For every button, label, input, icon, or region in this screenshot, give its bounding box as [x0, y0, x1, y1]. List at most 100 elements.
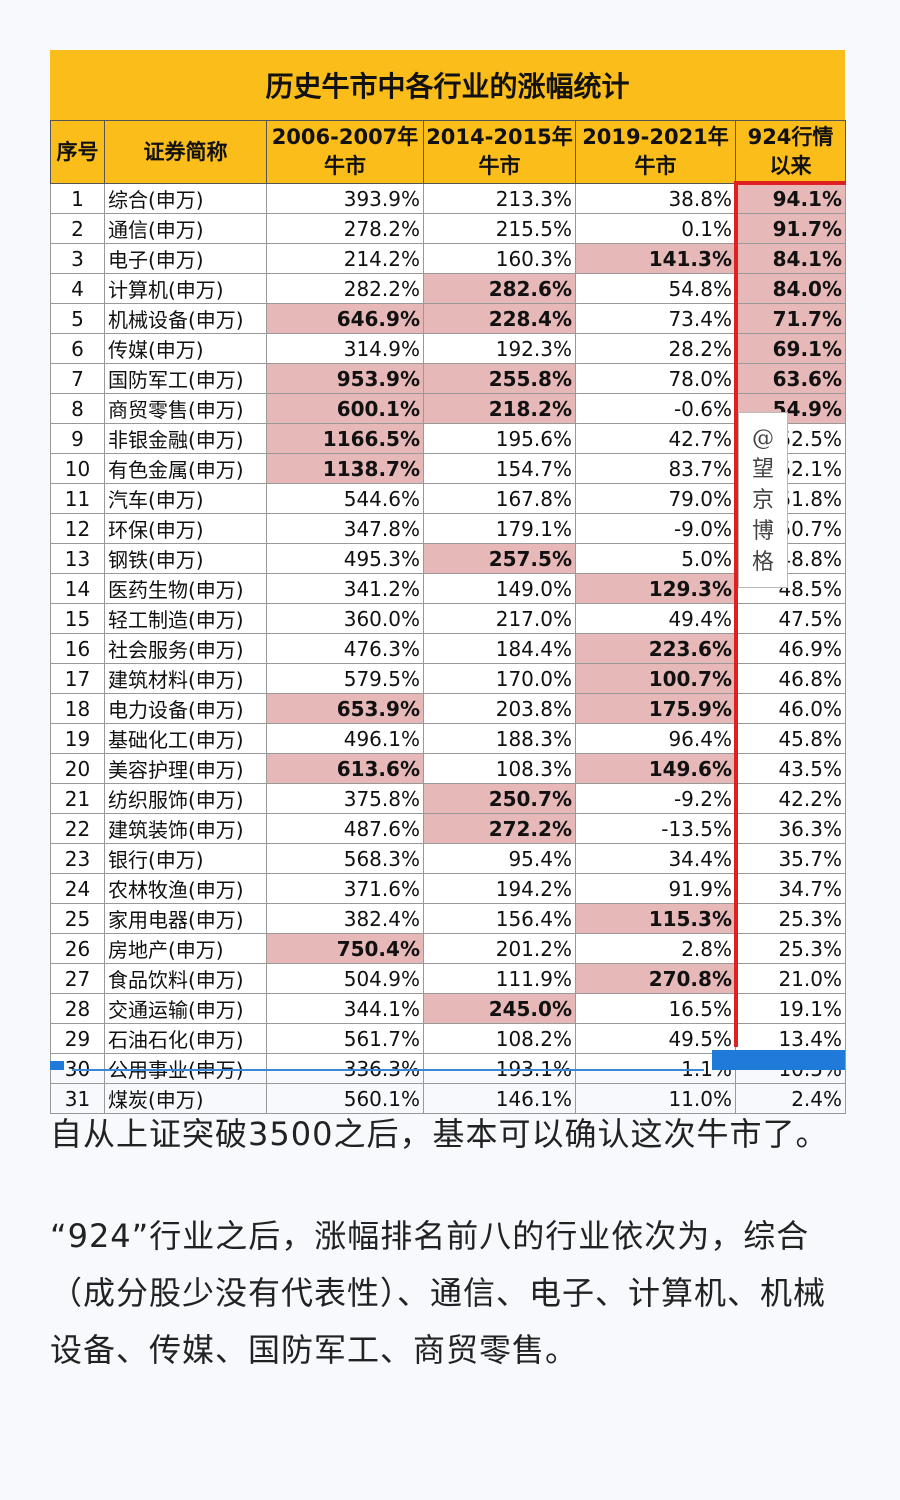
cell-924: 84.0%	[735, 273, 846, 304]
cell-no: 29	[50, 1023, 105, 1054]
cell-2014-2015: 108.2%	[423, 1023, 576, 1054]
table-row: 24 农林牧渔(申万) 371.6% 194.2% 91.9% 34.7%	[50, 873, 846, 904]
cell-2019-2021: 0.1%	[575, 213, 736, 244]
cell-2014-2015: 193.1%	[423, 1053, 576, 1084]
cell-2014-2015: 213.3%	[423, 183, 576, 214]
table-row: 8 商贸零售(申万) 600.1% 218.2% -0.6% 54.9%	[50, 393, 846, 424]
cell-2006-2007: 347.8%	[266, 513, 424, 544]
table-header-row: 序号 证券简称 2006-2007年 牛市 2014-2015年 牛市 2019…	[50, 120, 846, 184]
cell-no: 22	[50, 813, 105, 844]
cell-2006-2007: 278.2%	[266, 213, 424, 244]
cell-924: 25.3%	[735, 933, 846, 964]
cell-2014-2015: 228.4%	[423, 303, 576, 334]
cell-924: 45.8%	[735, 723, 846, 754]
cell-2006-2007: 653.9%	[266, 693, 424, 724]
cell-2014-2015: 188.3%	[423, 723, 576, 754]
header-2006-2007: 2006-2007年 牛市	[266, 120, 424, 184]
header-name: 证券简称	[104, 120, 267, 184]
cell-2019-2021: 270.8%	[575, 963, 736, 994]
top8-red-frame-top	[734, 181, 845, 185]
table-row: 9 非银金融(申万) 1166.5% 195.6% 42.7% 52.5%	[50, 423, 846, 454]
cell-2014-2015: 218.2%	[423, 393, 576, 424]
cell-2006-2007: 544.6%	[266, 483, 424, 514]
cell-2019-2021: 34.4%	[575, 843, 736, 874]
table-row: 18 电力设备(申万) 653.9% 203.8% 175.9% 46.0%	[50, 693, 846, 724]
cell-2019-2021: -0.6%	[575, 393, 736, 424]
table-row: 2 通信(申万) 278.2% 215.5% 0.1% 91.7%	[50, 213, 846, 244]
cell-2019-2021: 42.7%	[575, 423, 736, 454]
cell-2014-2015: 146.1%	[423, 1083, 576, 1114]
table-row: 22 建筑装饰(申万) 487.6% 272.2% -13.5% 36.3%	[50, 813, 846, 844]
table-row: 28 交通运输(申万) 344.1% 245.0% 16.5% 19.1%	[50, 993, 846, 1024]
cell-2006-2007: 561.7%	[266, 1023, 424, 1054]
cell-2006-2007: 341.2%	[266, 573, 424, 604]
cell-name: 社会服务(申万)	[104, 633, 267, 664]
cell-2019-2021: 54.8%	[575, 273, 736, 304]
paragraph-1: 自从上证突破3500之后，基本可以确认这次牛市了。	[50, 1115, 829, 1153]
cell-name: 钢铁(申万)	[104, 543, 267, 574]
cell-2014-2015: 95.4%	[423, 843, 576, 874]
cell-no: 6	[50, 333, 105, 364]
cell-924: 34.7%	[735, 873, 846, 904]
cell-924: 94.1%	[735, 183, 846, 214]
scroll-track	[72, 1069, 704, 1071]
cell-924: 43.5%	[735, 753, 846, 784]
header-2014-2015-line2: 牛市	[478, 154, 521, 178]
cell-2006-2007: 336.3%	[266, 1053, 424, 1084]
table-row: 7 国防军工(申万) 953.9% 255.8% 78.0% 63.6%	[50, 363, 846, 394]
cell-2019-2021: 73.4%	[575, 303, 736, 334]
cell-no: 19	[50, 723, 105, 754]
cell-name: 煤炭(申万)	[104, 1083, 267, 1114]
industry-gain-table: 序号 证券简称 2006-2007年 牛市 2014-2015年 牛市 2019…	[50, 120, 846, 1114]
table-row: 16 社会服务(申万) 476.3% 184.4% 223.6% 46.9%	[50, 633, 846, 664]
cell-no: 28	[50, 993, 105, 1024]
cell-924: 46.0%	[735, 693, 846, 724]
cell-2014-2015: 217.0%	[423, 603, 576, 634]
cell-2014-2015: 179.1%	[423, 513, 576, 544]
paragraph-2: “924”行业之后，涨幅排名前八的行业依次为，综合（成分股少没有代表性）、通信、…	[50, 1217, 827, 1369]
header-2006-2007-line2: 牛市	[324, 154, 366, 178]
cell-924: 71.7%	[735, 303, 846, 334]
cell-no: 26	[50, 933, 105, 964]
cell-name: 美容护理(申万)	[104, 753, 267, 784]
cell-no: 13	[50, 543, 105, 574]
cell-name: 电力设备(申万)	[104, 693, 267, 724]
cell-2019-2021: 96.4%	[575, 723, 736, 754]
cell-2006-2007: 1166.5%	[266, 423, 424, 454]
cell-name: 计算机(申万)	[104, 273, 267, 304]
cell-no: 12	[50, 513, 105, 544]
table-row: 31 煤炭(申万) 560.1% 146.1% 11.0% 2.4%	[50, 1083, 846, 1114]
cell-2019-2021: -13.5%	[575, 813, 736, 844]
table-row: 14 医药生物(申万) 341.2% 149.0% 129.3% 48.5%	[50, 573, 846, 604]
cell-no: 16	[50, 633, 105, 664]
cell-no: 4	[50, 273, 105, 304]
cell-2006-2007: 382.4%	[266, 903, 424, 934]
cell-2014-2015: 149.0%	[423, 573, 576, 604]
table-row: 5 机械设备(申万) 646.9% 228.4% 73.4% 71.7%	[50, 303, 846, 334]
cell-2019-2021: 16.5%	[575, 993, 736, 1024]
table-row: 20 美容护理(申万) 613.6% 108.3% 149.6% 43.5%	[50, 753, 846, 784]
cell-2014-2015: 215.5%	[423, 213, 576, 244]
cell-name: 电子(申万)	[104, 243, 267, 274]
cell-name: 通信(申万)	[104, 213, 267, 244]
cell-no: 15	[50, 603, 105, 634]
cell-no: 18	[50, 693, 105, 724]
cell-2019-2021: 79.0%	[575, 483, 736, 514]
cell-2006-2007: 282.2%	[266, 273, 424, 304]
cell-no: 1	[50, 183, 105, 214]
cell-2014-2015: 255.8%	[423, 363, 576, 394]
scroll-thumb	[712, 1050, 845, 1070]
cell-2006-2007: 314.9%	[266, 333, 424, 364]
cell-2014-2015: 156.4%	[423, 903, 576, 934]
cell-2006-2007: 560.1%	[266, 1083, 424, 1114]
table-row: 6 传媒(申万) 314.9% 192.3% 28.2% 69.1%	[50, 333, 846, 364]
cell-no: 27	[50, 963, 105, 994]
cell-924: 46.8%	[735, 663, 846, 694]
table-row: 17 建筑材料(申万) 579.5% 170.0% 100.7% 46.8%	[50, 663, 846, 694]
cell-2019-2021: 223.6%	[575, 633, 736, 664]
cell-2019-2021: 49.5%	[575, 1023, 736, 1054]
cell-2014-2015: 201.2%	[423, 933, 576, 964]
header-2019-2021-line1: 2019-2021年	[582, 125, 729, 149]
header-no: 序号	[50, 120, 105, 184]
cell-no: 23	[50, 843, 105, 874]
